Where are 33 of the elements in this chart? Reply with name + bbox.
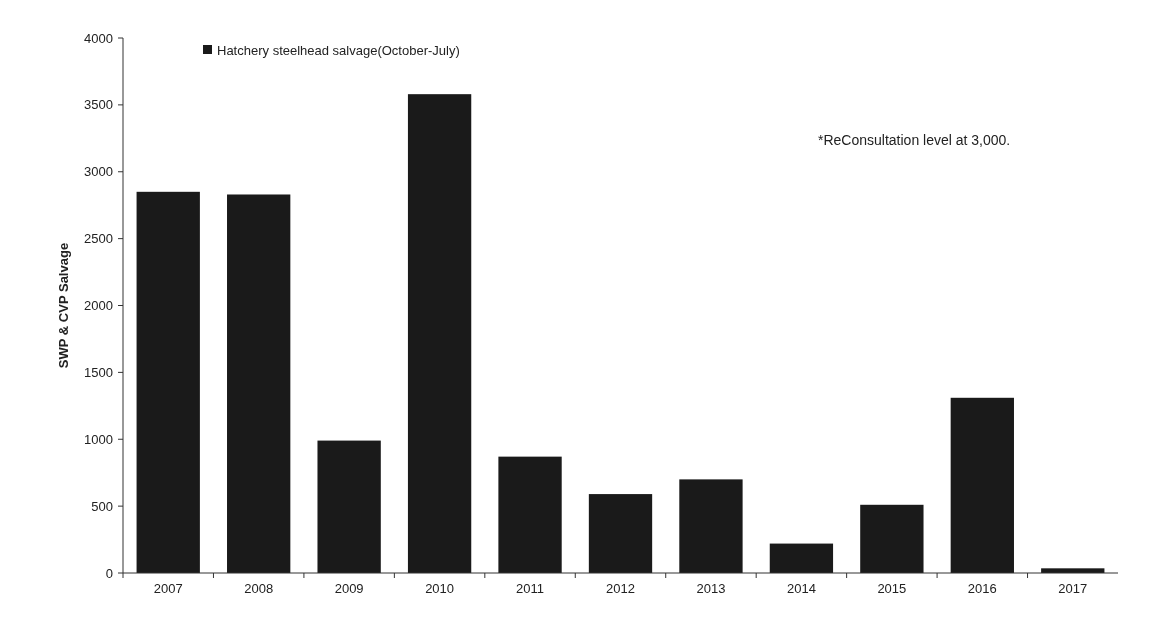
y-tick-label: 500	[91, 498, 113, 514]
x-tick-label: 2017	[1058, 581, 1088, 596]
bar	[498, 456, 562, 573]
bar	[679, 479, 743, 573]
bar	[860, 504, 924, 573]
y-tick-label: 4000	[84, 30, 113, 46]
y-tick-label: 3500	[84, 97, 113, 113]
y-tick-label: 1500	[84, 364, 113, 380]
legend-label: Hatchery steelhead salvage(October-July)	[217, 42, 460, 58]
bar	[227, 194, 291, 573]
x-tick-label: 2011	[516, 581, 545, 596]
y-tick-label: 2500	[84, 231, 113, 247]
x-tick-label: 2016	[967, 581, 997, 596]
x-tick-label: 2012	[606, 581, 635, 596]
bar	[950, 397, 1014, 573]
y-tick-label: 1000	[84, 431, 113, 447]
x-tick-label: 2010	[425, 581, 455, 596]
y-axis-title: SWP & CVP Salvage	[56, 242, 71, 369]
bar	[588, 494, 653, 573]
bar	[317, 440, 381, 573]
y-tick-label: 3000	[84, 164, 113, 180]
x-tick-label: 2007	[153, 581, 183, 596]
y-tick-label: 2000	[84, 298, 113, 314]
x-tick-label: 2008	[244, 581, 274, 596]
x-tick-label: 2015	[877, 581, 907, 596]
x-tick-label: 2014	[786, 581, 816, 596]
x-tick-label: 2009	[334, 581, 364, 596]
annotation: *ReConsultation level at 3,000.	[818, 132, 1011, 148]
bar	[407, 94, 472, 573]
x-tick-label: 2013	[696, 581, 726, 596]
bar	[769, 543, 834, 573]
bar	[136, 191, 200, 573]
y-tick-label: 0	[105, 565, 113, 581]
